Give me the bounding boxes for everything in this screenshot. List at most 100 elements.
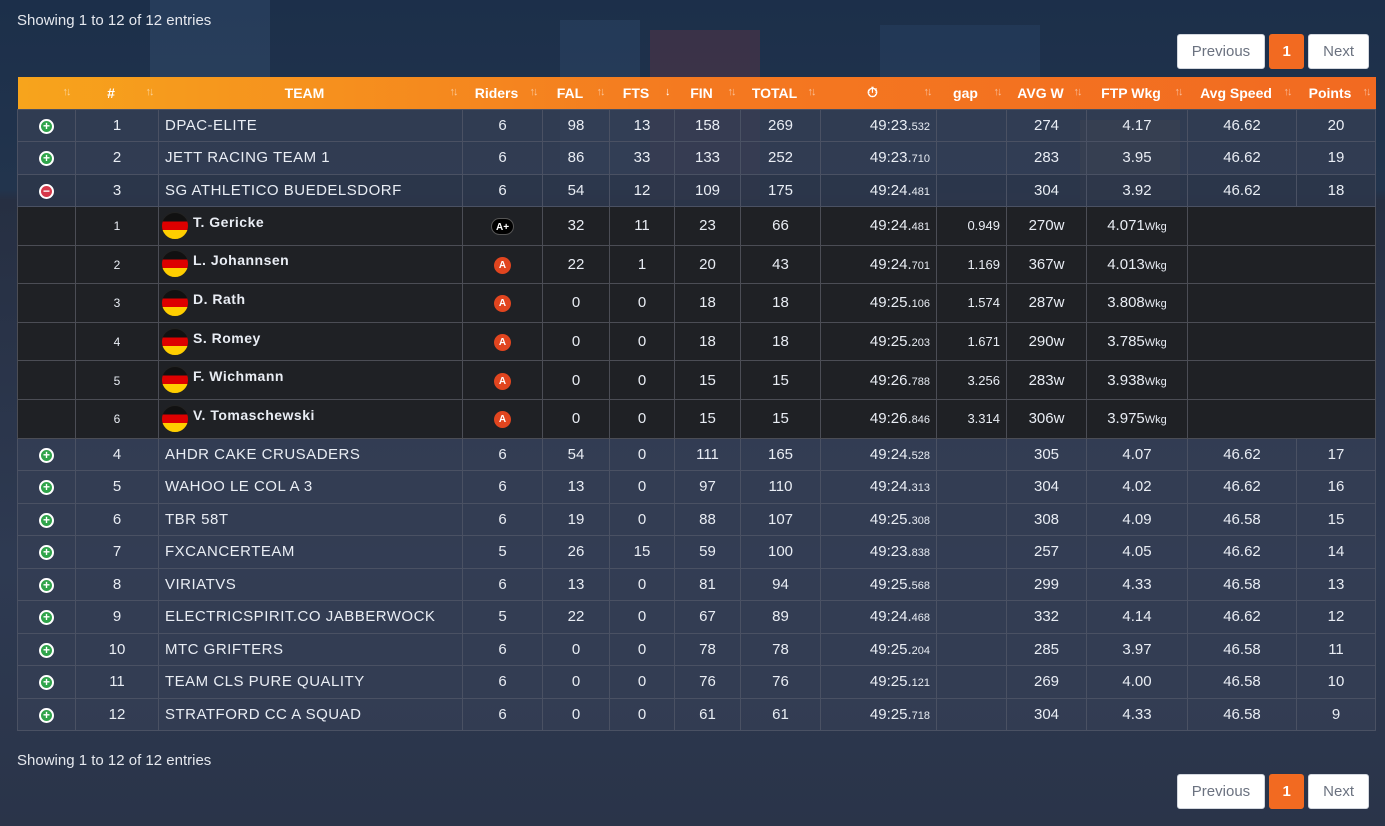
team-row[interactable]: +9 ELECTRICSPIRIT.CO JABBERWOCK 5 22 0 67 89 49… [17, 600, 1376, 634]
time-ms: 528 [911, 449, 930, 462]
expand-cell[interactable]: − [17, 173, 76, 207]
expand-cell[interactable]: + [17, 697, 76, 732]
column-header-total[interactable]: TOTAL ↑↓ [741, 77, 821, 109]
plus-icon[interactable]: + [39, 545, 54, 561]
plus-icon[interactable]: + [39, 512, 54, 528]
rider-name-cell[interactable]: V. Tomaschewski [158, 398, 463, 439]
expand-cell[interactable]: + [17, 437, 76, 472]
plus-icon[interactable]: + [39, 480, 54, 496]
column-header-riders[interactable]: Riders ↑↓ [463, 77, 543, 109]
sort-icon: ↑↓ [1174, 86, 1184, 98]
column-header-time[interactable]: ⏱ ↑↓ [821, 77, 937, 109]
riders-cell: 6 [462, 470, 543, 504]
previous-button[interactable]: Previous [1176, 34, 1266, 69]
wkg-unit: Wkg [1144, 221, 1167, 234]
plus-icon[interactable]: + [39, 577, 54, 593]
column-header-expand[interactable]: ↑↓ [18, 77, 76, 109]
rider-row: 5 F. Wichmann A 0 0 15 15 49:26.788 3.256 283w 3.9… [17, 360, 1376, 400]
column-header-avg-speed[interactable]: Avg Speed ↑↓ [1188, 77, 1297, 109]
sort-icon: ↑↓ [1362, 86, 1372, 98]
time-ms: 106 [911, 298, 930, 311]
column-header-fal[interactable]: FAL ↑↓ [543, 77, 610, 109]
expand-cell[interactable]: + [17, 632, 76, 667]
avg-speed-cell: 46.58 [1187, 567, 1297, 602]
team-name: MTC GRIFTERS [158, 632, 463, 667]
total-cell: 89 [740, 600, 821, 634]
plus-icon[interactable]: + [39, 675, 54, 691]
ftp-wkg-cell: 4.33 [1086, 567, 1188, 602]
expand-cell[interactable]: + [17, 600, 76, 634]
plus-icon[interactable]: + [39, 118, 54, 134]
expand-cell[interactable]: + [17, 535, 76, 569]
rider-name-cell[interactable]: D. Rath [158, 283, 463, 323]
next-button[interactable]: Next [1308, 34, 1369, 69]
category-cell: A+ [462, 206, 543, 246]
rider-name[interactable]: S. Romey [193, 329, 261, 346]
watts-unit: w [1053, 255, 1065, 273]
expand-cell[interactable]: + [17, 470, 76, 504]
next-button[interactable]: Next [1308, 774, 1369, 809]
points-cell: 19 [1296, 141, 1376, 175]
plus-icon[interactable]: + [39, 447, 54, 463]
team-row[interactable]: +5 WAHOO LE COL A 3 6 13 0 97 110 49:24.313 304 4… [17, 470, 1376, 504]
column-header-rank[interactable]: # ↑↓ [76, 77, 159, 109]
column-header-team[interactable]: TEAM ↑↓ [159, 77, 463, 109]
column-header-avg-w[interactable]: AVG W ↑↓ [1007, 77, 1087, 109]
rider-name-cell[interactable]: T. Gericke [158, 206, 463, 246]
rider-name[interactable]: L. Johannsen [193, 252, 290, 269]
wkg-cell: 4.013Wkg [1086, 244, 1188, 285]
rider-name-cell[interactable]: F. Wichmann [158, 360, 463, 400]
expand-cell[interactable]: + [17, 567, 76, 602]
team-row[interactable]: +6 TBR 58T 6 19 0 88 107 49:25.308 308 4.09 46.58 1… [17, 502, 1376, 537]
page-1-button[interactable]: 1 [1269, 34, 1305, 69]
plus-icon[interactable]: + [39, 707, 54, 723]
column-header-gap[interactable]: gap ↑↓ [937, 77, 1007, 109]
plus-icon[interactable]: + [39, 642, 54, 658]
points-cell: 16 [1296, 470, 1376, 504]
team-row[interactable]: +12 STRATFORD CC A SQUAD 6 0 0 61 61 49:25.718 3… [17, 697, 1376, 732]
rider-name[interactable]: V. Tomaschewski [193, 406, 315, 423]
plus-icon[interactable]: + [39, 610, 54, 626]
team-row[interactable]: +4 AHDR CAKE CRUSADERS 6 54 0 111 165 49:24.528… [17, 437, 1376, 472]
column-header-fin[interactable]: FIN ↑↓ [675, 77, 741, 109]
expand-cell[interactable]: + [17, 141, 76, 175]
header-label: FTS [622, 84, 650, 101]
category-badge: A+ [490, 217, 515, 235]
team-row[interactable]: +11 TEAM CLS PURE QUALITY 6 0 0 76 76 49:25.121… [17, 665, 1376, 699]
team-row[interactable]: +1 DPAC-ELITE 6 98 13 158 269 49:23.532 274 4.17 4… [17, 108, 1376, 142]
team-row[interactable]: +10 MTC GRIFTERS 6 0 0 78 78 49:25.204 285 3.97 46… [17, 632, 1376, 667]
plus-icon[interactable]: + [39, 151, 54, 167]
team-name: WAHOO LE COL A 3 [158, 470, 463, 504]
team-name: TEAM CLS PURE QUALITY [158, 665, 463, 699]
column-header-fts[interactable]: FTS ↓ [610, 77, 675, 109]
previous-button[interactable]: Previous [1176, 774, 1266, 809]
fin-cell: 109 [674, 173, 741, 207]
rider-name[interactable]: F. Wichmann [193, 368, 284, 385]
gap-cell [936, 108, 1007, 142]
rider-name[interactable]: D. Rath [193, 290, 246, 307]
time-ms: 313 [911, 482, 930, 495]
gap-cell [936, 437, 1007, 472]
column-header-points[interactable]: Points ↑↓ [1297, 77, 1376, 109]
category-cell: A [462, 360, 543, 400]
team-row[interactable]: +2 JETT RACING TEAM 1 6 86 33 133 252 49:23.710… [17, 141, 1376, 175]
expand-cell[interactable]: + [17, 108, 76, 142]
page-1-button[interactable]: 1 [1269, 774, 1305, 809]
time-ms: 481 [911, 185, 930, 198]
rider-name[interactable]: T. Gericke [193, 213, 265, 230]
column-header-ftp-wkg[interactable]: FTP Wkg ↑↓ [1087, 77, 1188, 109]
minus-icon[interactable]: − [39, 183, 54, 199]
fin-cell: 78 [674, 632, 741, 667]
team-row[interactable]: +7 FXCANCERTEAM 5 26 15 59 100 49:23.838 257 4.05… [17, 535, 1376, 569]
time-cell: 49:23.532 [820, 108, 937, 142]
watts-unit: w [1053, 294, 1065, 312]
expand-cell[interactable]: + [17, 665, 76, 699]
rank-cell: 5 [75, 470, 159, 504]
fin-cell: 81 [674, 567, 741, 602]
team-row[interactable]: −3 SG ATHLETICO BUEDELSDORF 6 54 12 109 175 49:… [17, 173, 1376, 207]
rider-name-cell[interactable]: L. Johannsen [158, 244, 463, 285]
sort-icon: ↑↓ [596, 86, 606, 98]
expand-cell[interactable]: + [17, 502, 76, 537]
rider-name-cell[interactable]: S. Romey [158, 321, 463, 362]
team-row[interactable]: +8 VIRIATVS 6 13 0 81 94 49:25.568 299 4.33 46.58 1… [17, 567, 1376, 602]
